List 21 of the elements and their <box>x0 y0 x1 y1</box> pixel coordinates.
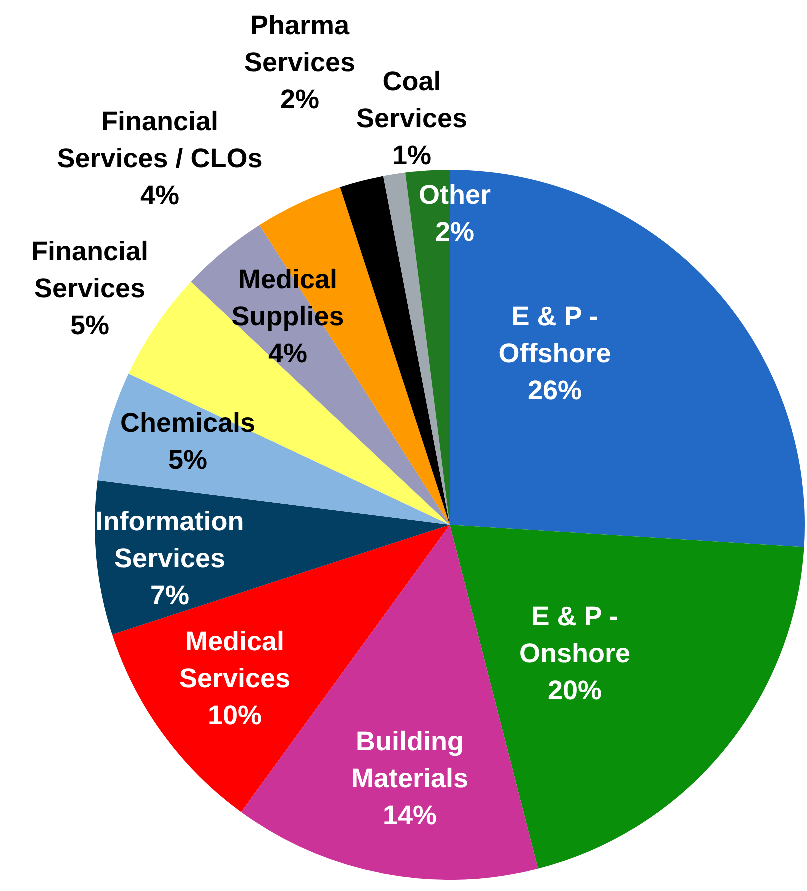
data-label: 20% <box>548 675 602 706</box>
data-label: 2% <box>280 84 320 114</box>
data-label: 10% <box>208 700 262 730</box>
slice-label: E & P - Onshore <box>519 601 631 668</box>
data-label: 26% <box>528 375 582 406</box>
data-label: 14% <box>382 800 438 830</box>
slice-label: E & P - Offshore <box>498 301 612 368</box>
data-label: 4% <box>140 180 180 210</box>
slice-label: Chemicals <box>120 408 256 438</box>
data-label: 1% <box>392 140 432 170</box>
slice-label: Coal Services <box>356 66 468 134</box>
slice-label: Pharma Services <box>244 10 356 78</box>
slice-label: Medical Services <box>179 626 291 694</box>
slice-label: Financial Services / CLOs <box>57 106 263 174</box>
slice-label: Building Materials <box>351 726 469 794</box>
slice-label: Information Services <box>96 506 244 574</box>
slice-label: Financial Services <box>31 236 149 304</box>
data-label: 7% <box>150 580 190 610</box>
data-label: 4% <box>268 338 308 368</box>
data-label: 5% <box>168 444 208 475</box>
data-label: 5% <box>70 310 110 340</box>
